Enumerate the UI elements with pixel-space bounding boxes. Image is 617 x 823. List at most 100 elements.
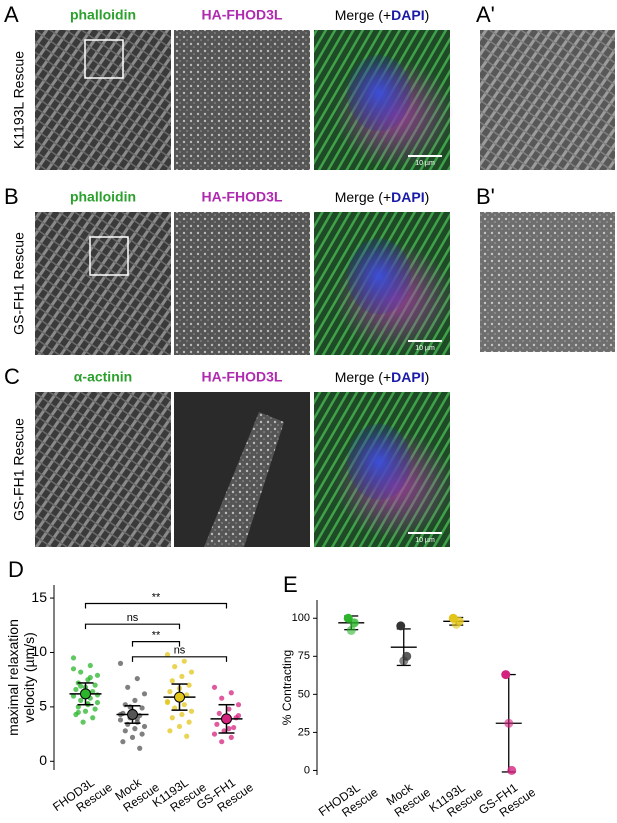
data-point <box>346 625 356 635</box>
panel-letter: C <box>4 364 20 389</box>
data-point <box>501 670 511 680</box>
data-point <box>184 692 190 698</box>
x-tick-label: FHOD3LRescue <box>316 774 381 823</box>
data-point <box>231 724 237 731</box>
merge-label-part: ) <box>425 7 430 23</box>
merge-label-part: ) <box>425 369 430 385</box>
channel-label: phalloidin <box>70 189 136 205</box>
y-axis-title-line: maximal relaxation <box>5 619 21 736</box>
data-point <box>75 704 81 710</box>
data-point <box>188 669 195 675</box>
data-point <box>172 664 178 670</box>
data-point <box>179 711 185 718</box>
panel-letter: B <box>4 184 19 209</box>
data-point <box>82 708 89 714</box>
data-point <box>167 689 173 695</box>
significance-label: ** <box>152 591 161 603</box>
data-point <box>402 651 412 661</box>
x-tick-label: GS-FH1Rescue <box>476 774 538 823</box>
y-axis-title-line: velocity (µm/s) <box>21 632 37 723</box>
data-point <box>137 745 143 751</box>
data-point <box>228 734 234 740</box>
data-point <box>226 706 232 712</box>
y-tick-label: 75 <box>298 650 310 662</box>
merge-label: Merge (+DAPI) <box>335 7 430 23</box>
data-point <box>188 708 195 714</box>
data-point <box>73 686 79 693</box>
scale-bar-label: 10 µm <box>415 160 435 167</box>
significance-label: ns <box>127 612 139 624</box>
y-tick-label: 15 <box>31 589 47 605</box>
merge-label: Merge (+DAPI) <box>335 369 430 385</box>
data-point <box>221 728 227 734</box>
merge-label-part: Merge (+ <box>335 189 391 205</box>
data-point <box>235 702 242 708</box>
y-tick-label: 5 <box>39 698 47 714</box>
merge-label-part: DAPI <box>391 369 424 385</box>
data-point <box>129 734 136 740</box>
data-point <box>80 719 86 725</box>
panel-letter: D <box>8 557 24 582</box>
data-point <box>164 699 171 706</box>
data-point <box>396 621 406 631</box>
data-point <box>176 723 183 730</box>
significance-bracket <box>131 640 181 647</box>
data-point <box>75 709 81 715</box>
x-tick-label: MockRescue <box>384 774 434 820</box>
data-point <box>141 723 148 730</box>
channel-label: HA-FHOD3L <box>202 7 283 23</box>
x-tick-label: K1193LRescue <box>150 769 209 822</box>
data-point <box>92 682 98 688</box>
channel-label: HA-FHOD3L <box>202 369 283 385</box>
merge-label-part: Merge (+ <box>335 7 391 23</box>
mean-point <box>221 713 232 725</box>
x-tick-label: MockRescue <box>113 769 163 815</box>
data-point <box>132 726 138 732</box>
data-point <box>139 731 145 737</box>
data-point <box>70 655 77 661</box>
merge-label: Merge (+DAPI) <box>335 189 430 205</box>
data-point <box>169 715 175 721</box>
zoom-box <box>84 39 124 79</box>
y-tick-label: 100 <box>292 612 310 624</box>
data-point <box>167 728 173 734</box>
data-point <box>94 672 101 678</box>
data-point <box>70 693 77 699</box>
panel-letter: A <box>4 2 19 27</box>
significance-bracket <box>84 623 181 630</box>
data-point <box>214 721 220 727</box>
row-label: GS-FH1 Rescue <box>11 232 27 335</box>
data-point <box>132 697 138 703</box>
y-tick-label: 25 <box>298 726 310 738</box>
micrograph <box>35 212 171 355</box>
data-point <box>349 618 359 628</box>
data-point <box>507 765 517 775</box>
channel-label: α-actinin <box>74 369 132 385</box>
nucleus <box>347 238 411 315</box>
data-point <box>211 684 218 690</box>
zoom-box <box>89 236 129 276</box>
data-point <box>235 712 242 719</box>
significance-label: ns <box>174 645 186 657</box>
data-point <box>117 660 124 666</box>
data-point <box>211 731 218 737</box>
data-point <box>87 662 93 669</box>
data-point <box>226 726 232 732</box>
data-point <box>181 702 187 708</box>
scale-bar-label: 10 µm <box>415 537 435 544</box>
merge-label-part: DAPI <box>391 7 424 23</box>
data-point <box>184 733 190 739</box>
y-tick-label: 0 <box>39 752 47 768</box>
merge-label-part: ) <box>425 189 430 205</box>
merge-label-part: DAPI <box>391 189 424 205</box>
row-label: K1193L Rescue <box>11 51 27 149</box>
data-point <box>179 673 185 680</box>
x-tick-label: GS-FH1Rescue <box>194 769 256 823</box>
data-point <box>87 674 93 681</box>
nucleus <box>347 423 411 500</box>
merge-label-part: Merge (+ <box>335 369 391 385</box>
inset-image <box>480 30 615 170</box>
y-axis-title: % Contracting <box>280 650 294 725</box>
data-point <box>219 695 225 701</box>
